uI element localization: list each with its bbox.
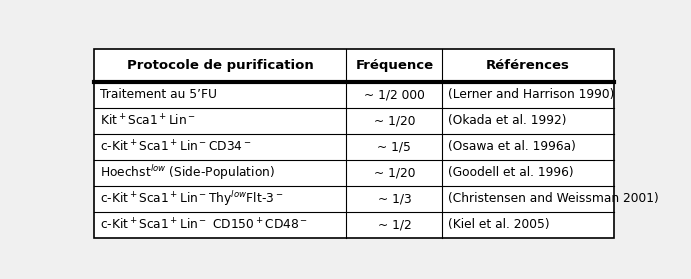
Text: c-Kit$^+$Sca1$^+$Lin$^-$ CD150$^+$CD48$^-$: c-Kit$^+$Sca1$^+$Lin$^-$ CD150$^+$CD48$^… xyxy=(100,217,307,232)
Text: ~ 1/2 000: ~ 1/2 000 xyxy=(364,88,425,101)
Text: (Osawa et al. 1996a): (Osawa et al. 1996a) xyxy=(448,140,576,153)
Text: Kit$^+$Sca1$^+$Lin$^-$: Kit$^+$Sca1$^+$Lin$^-$ xyxy=(100,113,196,128)
Text: c-Kit$^+$Sca1$^+$Lin$^-$Thy$^{low}$Flt-3$^-$: c-Kit$^+$Sca1$^+$Lin$^-$Thy$^{low}$Flt-3… xyxy=(100,189,283,208)
Text: ~ 1/20: ~ 1/20 xyxy=(374,114,415,127)
Text: ~ 1/3: ~ 1/3 xyxy=(377,192,411,205)
Text: (Okada et al. 1992): (Okada et al. 1992) xyxy=(448,114,567,127)
Bar xyxy=(95,49,614,238)
Text: (Lerner and Harrison 1990): (Lerner and Harrison 1990) xyxy=(448,88,614,101)
Text: Fréquence: Fréquence xyxy=(355,59,433,71)
Text: ~ 1/20: ~ 1/20 xyxy=(374,166,415,179)
Text: Références: Références xyxy=(486,59,570,71)
Text: c-Kit$^+$Sca1$^+$Lin$^-$CD34$^-$: c-Kit$^+$Sca1$^+$Lin$^-$CD34$^-$ xyxy=(100,139,252,154)
Text: (Christensen and Weissman 2001): (Christensen and Weissman 2001) xyxy=(448,192,659,205)
Text: ~ 1/5: ~ 1/5 xyxy=(377,140,411,153)
Text: ~ 1/2: ~ 1/2 xyxy=(377,218,411,231)
Text: Hoechst$^{low}$ (Side-Population): Hoechst$^{low}$ (Side-Population) xyxy=(100,163,275,182)
Text: (Goodell et al. 1996): (Goodell et al. 1996) xyxy=(448,166,574,179)
Text: (Kiel et al. 2005): (Kiel et al. 2005) xyxy=(448,218,549,231)
Text: Protocole de purification: Protocole de purification xyxy=(127,59,314,71)
Bar xyxy=(95,49,614,238)
Text: Traitement au 5’FU: Traitement au 5’FU xyxy=(100,88,217,101)
